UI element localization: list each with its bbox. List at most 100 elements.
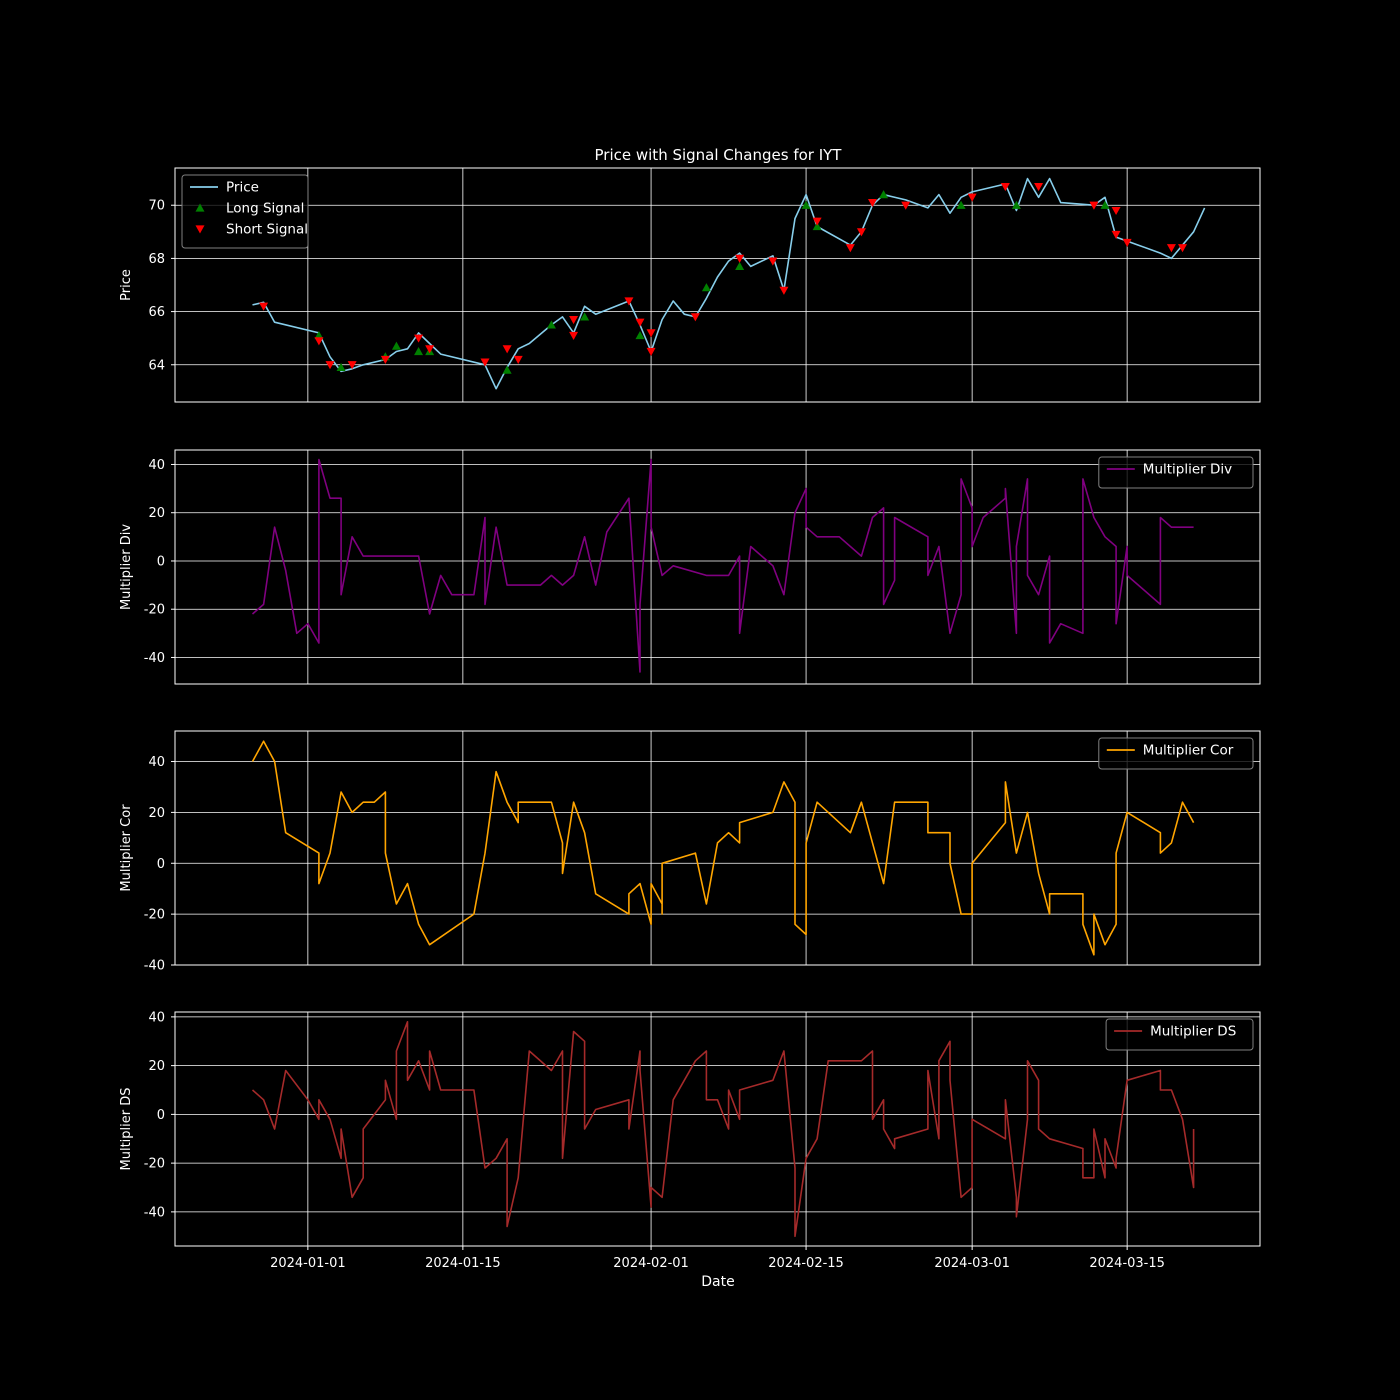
- short-signal-marker: [779, 286, 789, 295]
- series-line: [251, 458, 1194, 673]
- y-tick-label: 70: [148, 199, 165, 214]
- short-signal-marker: [768, 257, 778, 266]
- plot-frame: [174, 730, 1261, 966]
- short-signal-marker: [347, 361, 357, 370]
- y-axis-label: Multiplier Div: [119, 524, 134, 610]
- legend-marker-swatch: [195, 203, 205, 212]
- short-signal-marker: [1111, 230, 1121, 239]
- short-signal-marker: [314, 337, 324, 346]
- y-tick-label: -40: [144, 1205, 165, 1220]
- legend-label: Price: [226, 180, 259, 196]
- y-tick-label: -20: [144, 1157, 165, 1172]
- series-line: [251, 1021, 1195, 1238]
- y-tick-label: 0: [157, 857, 165, 872]
- panel-2: -40 -20 0 20 40 Multiplier Div Multiplier Div: [119, 449, 1261, 685]
- x-tick-label: 2024-01-15: [425, 1256, 501, 1271]
- y-tick-label: 0: [157, 1108, 165, 1123]
- short-signal-marker: [845, 244, 855, 253]
- y-tick-label: 40: [148, 755, 165, 770]
- y-axis-label: Multiplier DS: [119, 1088, 134, 1171]
- legend-label: Multiplier Cor: [1143, 743, 1234, 759]
- short-signal-marker: [1166, 244, 1176, 253]
- chart-title: Price with Signal Changes for IYT: [595, 146, 843, 164]
- short-signal-marker: [480, 358, 490, 367]
- short-signal-marker: [624, 297, 634, 306]
- short-signal-marker: [513, 355, 523, 364]
- y-tick-label: -20: [144, 908, 165, 923]
- x-tick-label: 2024-03-15: [1089, 1256, 1165, 1271]
- long-signal-marker: [580, 312, 590, 321]
- long-signal-marker: [502, 365, 512, 374]
- short-signal-marker: [635, 318, 645, 327]
- long-signal-marker: [391, 341, 401, 350]
- long-signal-marker: [956, 200, 966, 209]
- series-line: [251, 740, 1195, 956]
- short-signal-marker: [868, 198, 877, 208]
- long-signal-marker: [1100, 200, 1110, 209]
- short-signal-marker: [690, 313, 700, 322]
- short-signal-marker: [380, 355, 390, 364]
- long-signal-marker: [735, 261, 745, 270]
- short-signal-marker: [1089, 201, 1099, 210]
- legend-label: Multiplier DS: [1150, 1024, 1236, 1040]
- short-signal-marker: [325, 361, 335, 370]
- short-signal-marker: [569, 331, 579, 341]
- short-signal-marker: [259, 302, 269, 311]
- legend-label: Long Signal: [226, 201, 304, 217]
- legend-label: Multiplier Div: [1143, 462, 1232, 478]
- long-signal-marker: [812, 222, 822, 231]
- long-signal-marker: [546, 320, 556, 329]
- legend: Price Long Signal Short Signal: [181, 174, 309, 249]
- legend-box: [1098, 456, 1254, 489]
- long-signal-marker: [1011, 200, 1021, 209]
- long-signal-marker: [701, 283, 711, 292]
- long-signal-marker: [414, 346, 424, 356]
- long-signal-marker: [635, 331, 645, 340]
- y-tick-label: 20: [148, 806, 165, 821]
- short-signal-marker: [1111, 206, 1121, 216]
- short-signal-marker: [502, 345, 512, 354]
- long-signal-marker: [801, 200, 811, 209]
- short-signal-marker: [735, 254, 745, 263]
- short-signal-marker: [901, 201, 911, 210]
- short-signal-marker: [1122, 238, 1132, 247]
- short-signal-marker: [646, 347, 656, 356]
- y-tick-label: -40: [144, 959, 165, 974]
- y-tick-label: 40: [148, 1010, 165, 1025]
- y-axis-label: Multiplier Cor: [119, 804, 134, 892]
- plot-frame: [174, 1011, 1261, 1247]
- plot-frame: [174, 449, 1261, 685]
- short-signal-marker: [812, 217, 822, 226]
- long-signal-marker: [314, 331, 324, 340]
- short-signal-marker: [1034, 183, 1044, 192]
- y-axis-label: Price: [119, 269, 134, 301]
- legend: Multiplier Div: [1098, 456, 1254, 489]
- short-signal-marker: [646, 329, 656, 338]
- y-tick-label: 0: [157, 554, 165, 569]
- series-line: [252, 177, 1206, 390]
- short-signal-marker: [856, 228, 866, 237]
- panels: 64 66 68 70 Price Price Long Signal Short Signa…: [119, 167, 1261, 1247]
- x-tick-label: 2024-01-01: [270, 1256, 346, 1271]
- short-signal-marker: [1000, 183, 1010, 192]
- panel-1: 64 66 68 70 Price Price Long Signal Short Signa…: [119, 167, 1261, 403]
- y-tick-label: 20: [148, 1059, 165, 1074]
- y-tick-label: 40: [148, 458, 165, 473]
- legend-label: Short Signal: [226, 222, 308, 238]
- x-tick-label: 2024-03-01: [934, 1256, 1010, 1271]
- panel-3: -40 -20 0 20 40 Multiplier Cor Multiplier Cor: [119, 730, 1261, 974]
- x-tick-label: 2024-02-15: [768, 1256, 844, 1271]
- short-signal-marker: [1178, 244, 1187, 253]
- y-tick-label: 68: [148, 252, 165, 267]
- y-tick-label: 66: [148, 305, 165, 320]
- y-tick-label: -20: [144, 603, 165, 618]
- y-tick-label: 64: [148, 358, 165, 373]
- x-axis-ticks: 2024-01-01 2024-01-15 2024-02-01 2024-02-15…: [270, 1246, 1165, 1271]
- short-signal-marker: [967, 193, 977, 202]
- long-signal-marker: [336, 362, 346, 372]
- plot-frame: [174, 167, 1261, 403]
- y-tick-label: -40: [144, 651, 165, 666]
- legend-box: [1105, 1018, 1254, 1051]
- long-signal-marker: [879, 190, 889, 199]
